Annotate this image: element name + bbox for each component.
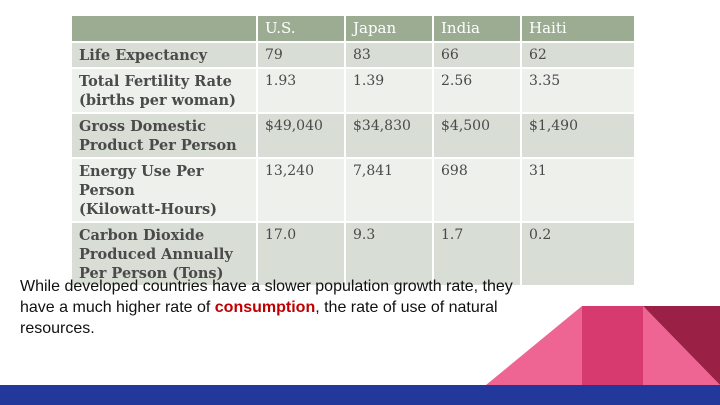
table-cell: 0.2 — [520, 221, 636, 287]
table-cell: $49,040 — [256, 112, 346, 159]
table-row: Life Expectancy 79 83 66 62 — [70, 41, 636, 69]
row-label: Energy Use Per Person (Kilowatt-Hours) — [70, 157, 258, 223]
bottom-bar — [0, 385, 720, 405]
header-cell-japan: Japan — [344, 14, 434, 43]
pink-dark-block — [582, 306, 643, 385]
header-cell-india: India — [432, 14, 522, 43]
header-cell-blank — [70, 14, 258, 43]
table-cell: 79 — [256, 41, 346, 69]
header-cell-us: U.S. — [256, 14, 346, 43]
table-cell: $34,830 — [344, 112, 434, 159]
table-cell: 1.93 — [256, 67, 346, 114]
row-label: Life Expectancy — [70, 41, 258, 69]
maroon-triangle — [643, 306, 720, 385]
table-cell: 2.56 — [432, 67, 522, 114]
table-row: Total Fertility Rate (births per woman) … — [70, 67, 636, 114]
row-label: Gross Domestic Product Per Person — [70, 112, 258, 159]
table-cell: 1.39 — [344, 67, 434, 114]
table-cell: 3.35 — [520, 67, 636, 114]
table-cell: 17.0 — [256, 221, 346, 287]
table-cell: 66 — [432, 41, 522, 69]
table-cell: $1,490 — [520, 112, 636, 159]
pink-small-triangle — [643, 306, 720, 385]
row-label: Total Fertility Rate (births per woman) — [70, 67, 258, 114]
caption-before: While developed countries have a slower … — [20, 278, 513, 316]
table-cell: 13,240 — [256, 157, 346, 223]
table-cell: 31 — [520, 157, 636, 223]
table-header-row: U.S. Japan India Haiti — [70, 14, 636, 43]
table-cell: 83 — [344, 41, 434, 69]
caption-highlight: consumption — [214, 299, 316, 316]
table-cell: 9.3 — [344, 221, 434, 287]
table-row: Energy Use Per Person (Kilowatt-Hours) 1… — [70, 157, 636, 223]
header-cell-haiti: Haiti — [520, 14, 636, 43]
table-cell: 62 — [520, 41, 636, 69]
table-cell: $4,500 — [432, 112, 522, 159]
row-label: Carbon Dioxide Produced Annually Per Per… — [70, 221, 258, 287]
table-cell: 7,841 — [344, 157, 434, 223]
caption-text: While developed countries have a slower … — [20, 276, 520, 339]
table-row: Gross Domestic Product Per Person $49,04… — [70, 112, 636, 159]
table-row: Carbon Dioxide Produced Annually Per Per… — [70, 221, 636, 287]
caption-after: , the rate of use of natural resources. — [20, 299, 498, 337]
table-cell: 698 — [432, 157, 522, 223]
table-cell: 1.7 — [432, 221, 522, 287]
comparison-table: U.S. Japan India Haiti Life Expectancy 7… — [70, 14, 636, 287]
